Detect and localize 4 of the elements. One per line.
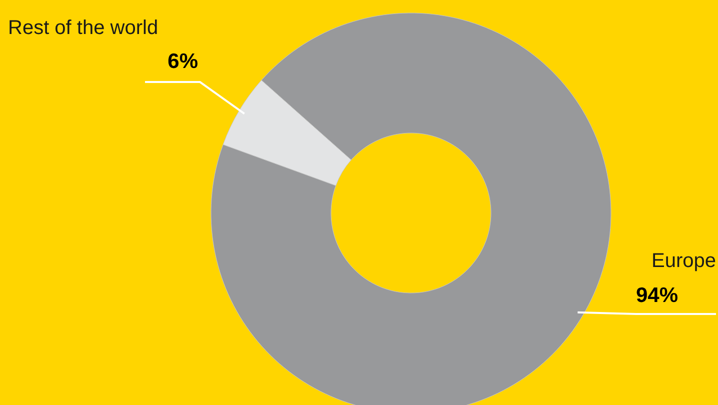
data-label: 94%	[636, 284, 678, 307]
slice-label: Rest of the world	[8, 17, 158, 39]
slice-label: Europe	[652, 250, 716, 272]
data-label: 6%	[168, 50, 198, 73]
